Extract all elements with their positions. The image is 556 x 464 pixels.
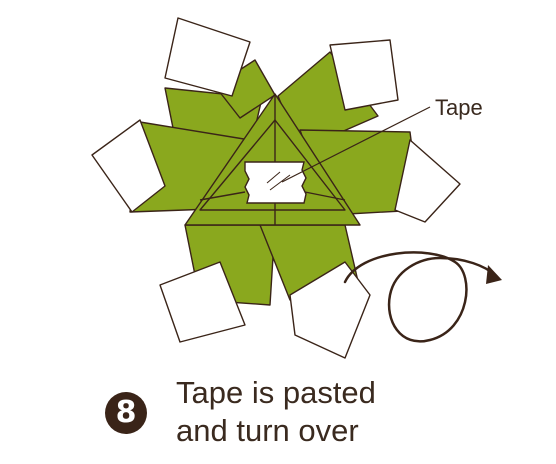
tape-piece-icon [244,161,307,204]
tape-label: Tape [435,95,483,120]
petal-bottom-left [159,224,276,343]
step-instruction-line-1: Tape is pasted [176,375,376,410]
petal-top-right [277,39,399,151]
step-instruction-line-2: and turn over [176,413,359,448]
step-number-badge: 8 [105,392,147,434]
petal-bottom-right [259,224,371,359]
step-instruction: Tape is pasted and turn over [176,374,376,450]
tape-leader-line [281,106,431,183]
rotate-over-arrow-icon [343,251,502,343]
